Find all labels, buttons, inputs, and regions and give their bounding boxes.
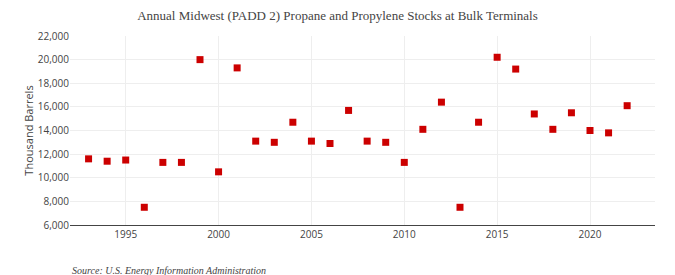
svg-text:22,000: 22,000 bbox=[38, 29, 69, 43]
svg-text:Source: U.S. Energy Informatio: Source: U.S. Energy Information Administ… bbox=[72, 265, 266, 275]
svg-text:16,000: 16,000 bbox=[38, 99, 69, 113]
svg-text:20,000: 20,000 bbox=[38, 52, 69, 66]
svg-text:2000: 2000 bbox=[207, 227, 230, 241]
svg-text:14,000: 14,000 bbox=[38, 123, 69, 137]
svg-text:1995: 1995 bbox=[114, 227, 137, 241]
svg-text:2005: 2005 bbox=[300, 227, 323, 241]
svg-text:2010: 2010 bbox=[393, 227, 416, 241]
svg-text:12,000: 12,000 bbox=[38, 147, 69, 161]
svg-text:10,000: 10,000 bbox=[38, 170, 69, 184]
svg-text:18,000: 18,000 bbox=[38, 76, 69, 90]
svg-text:2020: 2020 bbox=[579, 227, 602, 241]
svg-text:6,000: 6,000 bbox=[44, 218, 70, 232]
svg-text:2015: 2015 bbox=[486, 227, 509, 241]
svg-text:Annual Midwest (PADD 2) Propan: Annual Midwest (PADD 2) Propane and Prop… bbox=[137, 8, 538, 23]
svg-text:8,000: 8,000 bbox=[44, 194, 70, 208]
svg-text:Thousand Barrels: Thousand Barrels bbox=[21, 85, 36, 175]
